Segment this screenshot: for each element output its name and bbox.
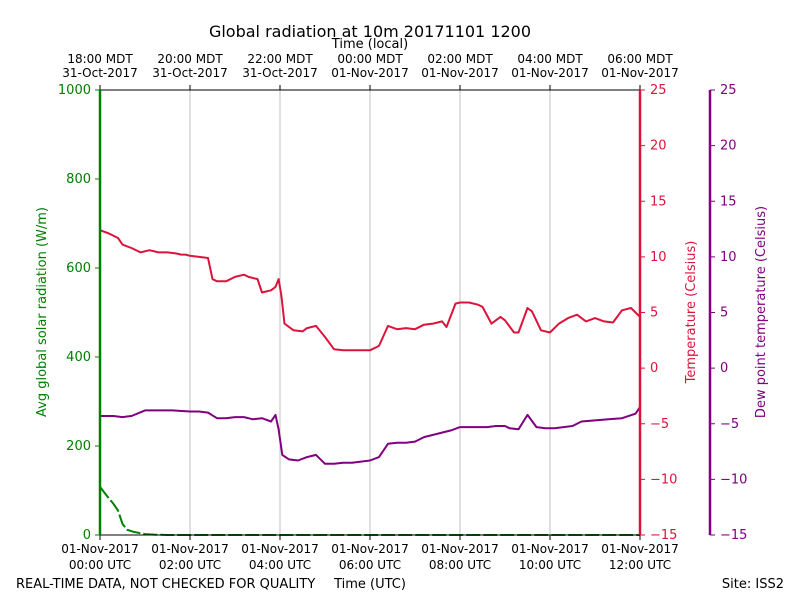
dew-tick-label: 5 [720, 306, 728, 321]
left-tick-label: 200 [66, 439, 91, 454]
top-tick-label: 01-Nov-2017 [601, 66, 679, 80]
top-tick-label: 31-Oct-2017 [242, 66, 318, 80]
top-axis-label: Time (local) [331, 37, 408, 52]
left-tick-label: 1000 [58, 83, 91, 98]
top-tick-label: 22:00 MDT [247, 52, 313, 66]
dew-tick-label: 20 [720, 139, 737, 154]
chart-title: Global radiation at 10m 20171101 1200 [209, 22, 531, 41]
top-tick-label: 02:00 MDT [427, 52, 493, 66]
dew-tick-label: 10 [720, 250, 737, 265]
left-tick-label: 0 [83, 528, 91, 543]
series-line-dew [100, 406, 641, 465]
temp-tick-label: −5 [650, 417, 669, 432]
temp-tick-label: 25 [650, 83, 667, 98]
top-tick-label: 01-Nov-2017 [421, 66, 499, 80]
labels: Global radiation at 10m 20171101 1200 Ti… [16, 22, 784, 592]
dew-axis-label: Dew point temperature (Celsius) [754, 206, 769, 418]
temp-tick-label: 20 [650, 139, 667, 154]
x-tick-label: 01-Nov-2017 [601, 542, 679, 556]
top-tick-label: 31-Oct-2017 [62, 66, 138, 80]
top-tick-label: 00:00 MDT [337, 52, 403, 66]
left-axis-label: Avg global solar radiation (W/m) [35, 207, 50, 417]
x-tick-label: 10:00 UTC [519, 558, 581, 572]
top-tick-label: 31-Oct-2017 [152, 66, 228, 80]
temp-tick-label: 15 [650, 194, 667, 209]
x-tick-label: 12:00 UTC [609, 558, 671, 572]
dew-tick-label: 0 [720, 361, 728, 376]
left-tick-label: 600 [66, 261, 91, 276]
x-tick-label: 08:00 UTC [429, 558, 491, 572]
temp-tick-label: 0 [650, 361, 658, 376]
x-tick-label: 01-Nov-2017 [511, 542, 589, 556]
x-tick-label: 02:00 UTC [159, 558, 221, 572]
temp-tick-label: 10 [650, 250, 667, 265]
x-axis-label: Time (UTC) [333, 577, 406, 592]
quality-note: REAL-TIME DATA, NOT CHECKED FOR QUALITY [16, 577, 315, 592]
x-tick-label: 01-Nov-2017 [331, 542, 409, 556]
top-tick-label: 01-Nov-2017 [511, 66, 589, 80]
x-tick-label: 01-Nov-2017 [61, 542, 139, 556]
temp-tick-label: 5 [650, 306, 658, 321]
dew-tick-label: 15 [720, 194, 737, 209]
x-tick-label: 06:00 UTC [339, 558, 401, 572]
dew-tick-label: −10 [720, 472, 747, 487]
temp-tick-label: −15 [650, 528, 677, 543]
x-tick-label: 04:00 UTC [249, 558, 311, 572]
top-tick-label: 04:00 MDT [517, 52, 583, 66]
dew-tick-label: −5 [720, 417, 739, 432]
axes: 01-Nov-2017 00:00 UTC 01-Nov-2017 02:00 UTC… [58, 52, 748, 572]
x-tick-label: 01-Nov-2017 [421, 542, 499, 556]
top-tick-label: 06:00 MDT [607, 52, 673, 66]
x-tick-label: 01-Nov-2017 [151, 542, 229, 556]
dew-tick-label: −15 [720, 528, 747, 543]
temp-axis-label: Temperature (Celsius) [684, 241, 699, 385]
x-tick-label: 00:00 UTC [69, 558, 131, 572]
top-tick-label: 01-Nov-2017 [331, 66, 409, 80]
temp-tick-label: −10 [650, 472, 677, 487]
top-tick-label: 18:00 MDT [67, 52, 133, 66]
dew-tick-label: 25 [720, 83, 737, 98]
top-tick-label: 20:00 MDT [157, 52, 223, 66]
left-tick-label: 800 [66, 172, 91, 187]
left-tick-label: 400 [66, 350, 91, 365]
series-line-temp [99, 229, 641, 352]
x-tick-label: 01-Nov-2017 [241, 542, 319, 556]
gridlines [189, 90, 551, 535]
site-label: Site: ISS2 [722, 577, 784, 592]
